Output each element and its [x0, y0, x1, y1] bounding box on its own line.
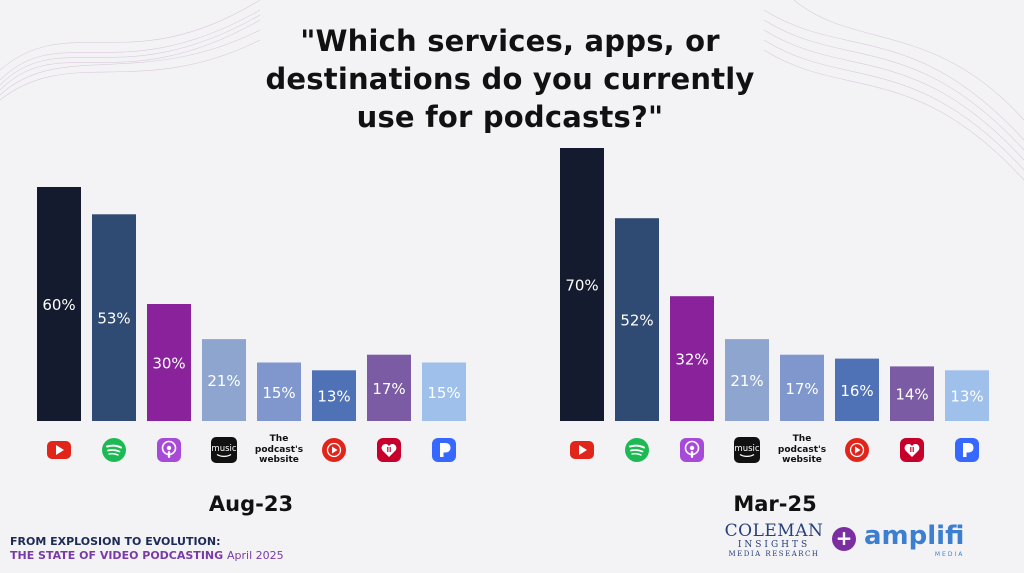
- footer-line-1: FROM EXPLOSION TO EVOLUTION:: [10, 535, 221, 548]
- period-label-aug-23: Aug-23: [208, 492, 294, 516]
- website-label-line: podcast's: [254, 444, 304, 455]
- plus-icon: +: [832, 527, 856, 551]
- bar-aug-23-youtube-music: [312, 370, 356, 421]
- bar-aug-23-apple-podcasts: [147, 304, 191, 421]
- iheart-icon: [375, 436, 403, 464]
- pandora-icon: [430, 436, 458, 464]
- decorative-wave-right: [764, 0, 1024, 181]
- bar-mar-25-youtube-music: [835, 358, 879, 421]
- svg-text:music: music: [734, 444, 759, 454]
- data-label-aug-23-spotify: 53%: [97, 310, 130, 328]
- bar-aug-23-youtube: [37, 187, 81, 421]
- data-label-mar-25-iheart: 14%: [895, 386, 928, 404]
- website-label: The podcast's website: [249, 434, 309, 466]
- chart-title: "Which services, apps, or destinations d…: [265, 24, 755, 134]
- youtube-music-icon: [320, 436, 348, 464]
- website-label: The podcast's website: [772, 434, 832, 466]
- footer-line-2: THE STATE OF VIDEO PODCASTING April 2025: [10, 549, 284, 563]
- bar-mar-25-iheart: [890, 366, 934, 421]
- pandora-icon: [953, 436, 981, 464]
- data-label-mar-25-youtube: 70%: [565, 277, 598, 295]
- coleman-insights-logo: COLEMAN INSIGHTS MEDIA RESEARCH: [724, 521, 824, 559]
- data-label-aug-23-youtube-music: 13%: [317, 388, 350, 406]
- bar-aug-23-spotify: [92, 214, 136, 421]
- svg-text:music: music: [211, 444, 236, 454]
- website-label-line: website: [782, 455, 822, 465]
- footer-date: April 2025: [227, 549, 284, 562]
- spotify-icon: [623, 436, 651, 464]
- bar-mar-25-apple-podcasts: [670, 296, 714, 421]
- spotify-icon: [100, 436, 128, 464]
- bar-aug-23-amazon-music: [202, 339, 246, 421]
- bar-aug-23-the-podcast-s-website: [257, 362, 301, 421]
- bar-mar-25-pandora: [945, 370, 989, 421]
- footer-subtitle: THE STATE OF VIDEO PODCASTING: [10, 549, 224, 562]
- data-label-aug-23-youtube: 60%: [42, 296, 75, 314]
- bar-mar-25-the-podcast-s-website: [780, 354, 824, 421]
- website-label-line: website: [259, 455, 299, 465]
- youtube-icon: [45, 436, 73, 464]
- period-label-mar-25: Mar-25: [733, 492, 817, 516]
- amplifi-logo: amplifi MEDIA: [864, 521, 965, 558]
- amazon-music-icon: music: [210, 436, 238, 464]
- apple-podcasts-icon: [155, 436, 183, 464]
- data-label-mar-25-amazon-music: 21%: [730, 372, 763, 390]
- data-label-mar-25-youtube-music: 16%: [840, 382, 873, 400]
- youtube-icon: [568, 436, 596, 464]
- data-label-mar-25-the-podcast-s-website: 17%: [785, 380, 818, 398]
- data-label-aug-23-the-podcast-s-website: 15%: [262, 384, 295, 402]
- data-label-aug-23-iheart: 17%: [372, 380, 405, 398]
- sponsor-logos: COLEMAN INSIGHTS MEDIA RESEARCH + amplif…: [724, 521, 1004, 561]
- bar-mar-25-youtube: [560, 148, 604, 421]
- amazon-music-icon: music: [733, 436, 761, 464]
- bar-aug-23-iheart: [367, 354, 411, 421]
- youtube-music-icon: [843, 436, 871, 464]
- footer: FROM EXPLOSION TO EVOLUTION: THE STATE O…: [10, 535, 284, 563]
- data-label-aug-23-amazon-music: 21%: [207, 372, 240, 390]
- iheart-icon: [898, 436, 926, 464]
- website-label-line: podcast's: [777, 444, 827, 455]
- bar-mar-25-spotify: [615, 218, 659, 421]
- data-label-aug-23-pandora: 15%: [427, 384, 460, 402]
- data-label-aug-23-apple-podcasts: 30%: [152, 355, 185, 373]
- website-label-line: The: [792, 434, 812, 444]
- decorative-wave-left: [0, 0, 260, 101]
- data-label-mar-25-spotify: 52%: [620, 312, 653, 330]
- data-label-mar-25-apple-podcasts: 32%: [675, 351, 708, 369]
- website-label-line: The: [269, 434, 289, 444]
- bar-mar-25-amazon-music: [725, 339, 769, 421]
- bar-aug-23-pandora: [422, 362, 466, 421]
- apple-podcasts-icon: [678, 436, 706, 464]
- data-label-mar-25-pandora: 13%: [950, 388, 983, 406]
